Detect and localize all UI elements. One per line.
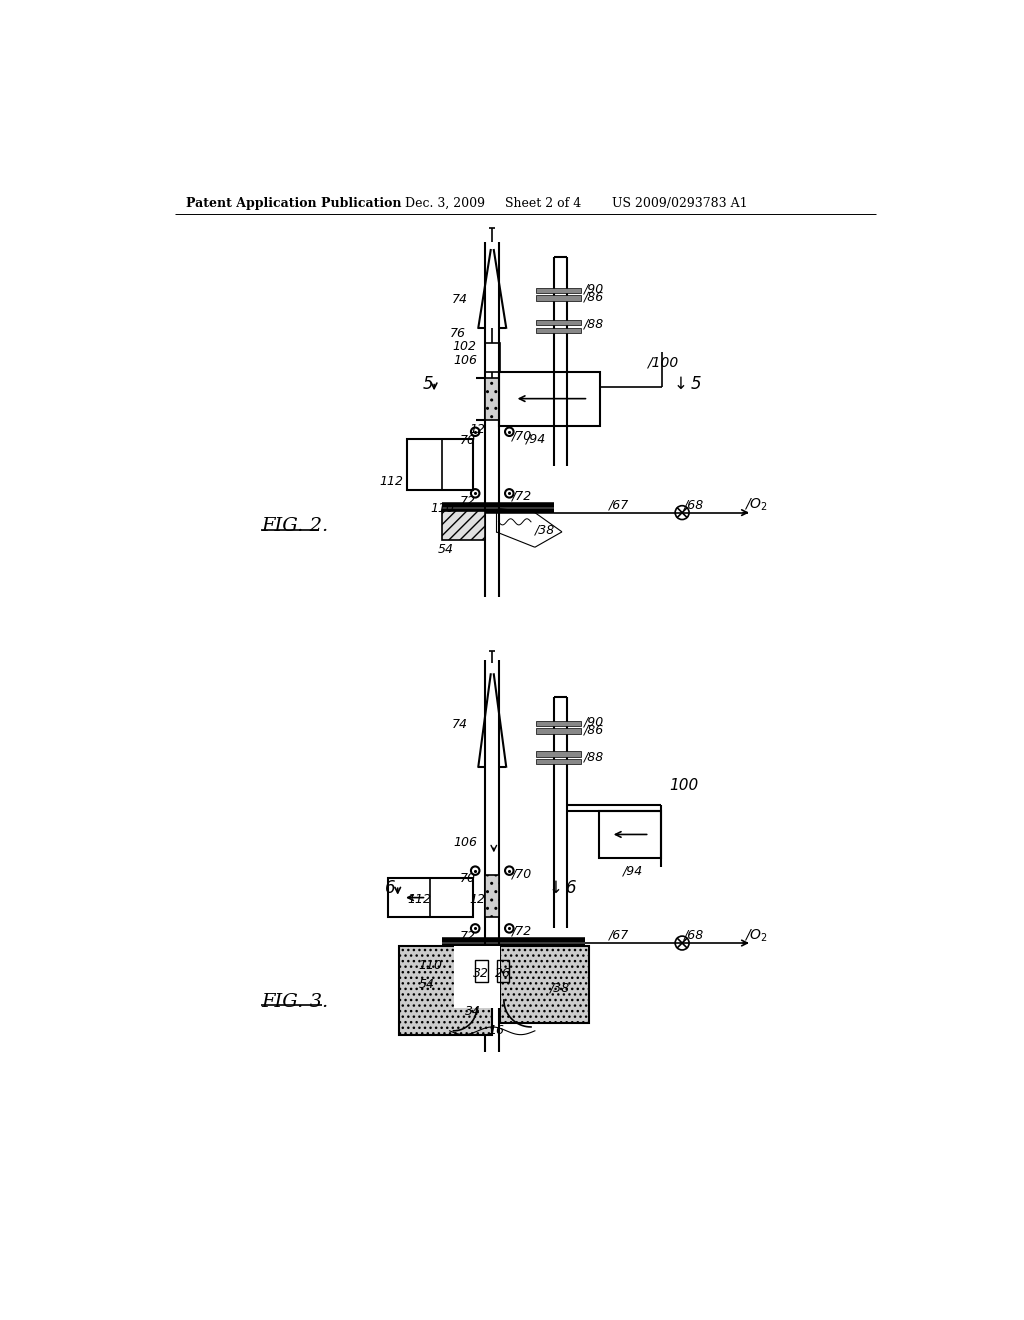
Text: 70: 70 [460,434,476,447]
Text: /67: /67 [608,499,629,511]
Text: /38: /38 [550,982,570,995]
Text: /70: /70 [512,867,531,880]
Text: 74: 74 [452,293,468,306]
Bar [599,812,662,858]
Text: /86: /86 [584,723,604,737]
Text: Dec. 3, 2009: Dec. 3, 2009 [406,197,485,210]
Text: US 2009/0293783 A1: US 2009/0293783 A1 [612,197,748,210]
Text: /38: /38 [535,523,555,536]
Bar [536,729,581,734]
Text: /90: /90 [584,715,604,729]
Bar [388,878,473,917]
Bar [484,343,500,372]
Bar [442,511,484,540]
Text: /86: /86 [584,290,604,304]
Text: 110: 110 [430,502,455,515]
Text: 70: 70 [460,871,476,884]
Text: /88: /88 [584,317,604,330]
Text: 12: 12 [469,892,485,906]
Bar [475,960,487,982]
Text: 112: 112 [407,892,431,906]
Text: 112: 112 [380,475,403,488]
Bar [484,946,500,1007]
Text: /72: /72 [512,925,531,939]
Text: 34: 34 [465,1005,481,1018]
Text: FIG. 3.: FIG. 3. [261,993,329,1011]
Bar [536,751,581,756]
Text: 16: 16 [488,1024,505,1038]
Bar [536,327,581,333]
Bar [536,759,581,764]
Text: 74: 74 [452,718,468,731]
Text: Sheet 2 of 4: Sheet 2 of 4 [505,197,581,210]
Text: /68: /68 [684,499,703,511]
Bar [536,288,581,293]
Bar [399,946,493,1035]
Bar [454,946,493,1007]
Text: 106: 106 [454,836,477,849]
Text: /90: /90 [584,282,604,296]
Text: 26: 26 [496,966,511,979]
Text: /94: /94 [526,433,547,446]
Text: /$O_2$: /$O_2$ [744,496,768,513]
Text: /100: /100 [647,355,679,370]
Text: $\downarrow$5: $\downarrow$5 [671,375,702,393]
Text: 106: 106 [454,354,477,367]
Bar [485,874,500,917]
Bar [497,960,509,982]
Text: 5: 5 [423,375,433,393]
Text: 100: 100 [669,779,698,793]
Text: 102: 102 [452,339,476,352]
Bar [536,321,581,326]
Bar [500,372,600,425]
Bar [485,378,500,420]
Text: Patent Application Publication: Patent Application Publication [186,197,401,210]
Text: 72: 72 [460,929,476,942]
Text: /67: /67 [608,929,629,942]
Bar [536,721,581,726]
Text: 54: 54 [419,978,434,991]
Text: FIG. 2.: FIG. 2. [261,517,329,536]
Text: 110: 110 [419,958,442,972]
Text: /68: /68 [684,929,703,942]
Text: /94: /94 [623,865,643,878]
Bar [500,946,589,1023]
Bar [407,440,473,490]
Text: 6: 6 [385,879,396,898]
Bar [536,296,581,301]
Text: 32: 32 [473,966,488,979]
Text: /70: /70 [512,429,531,442]
Text: 12: 12 [469,422,485,436]
Text: 54: 54 [438,543,454,556]
Text: 72: 72 [460,495,476,508]
Text: $\downarrow$6: $\downarrow$6 [545,879,578,898]
Text: /88: /88 [584,751,604,764]
Text: /72: /72 [512,490,531,503]
Text: 76: 76 [450,327,466,341]
Text: /$O_2$: /$O_2$ [744,927,768,944]
